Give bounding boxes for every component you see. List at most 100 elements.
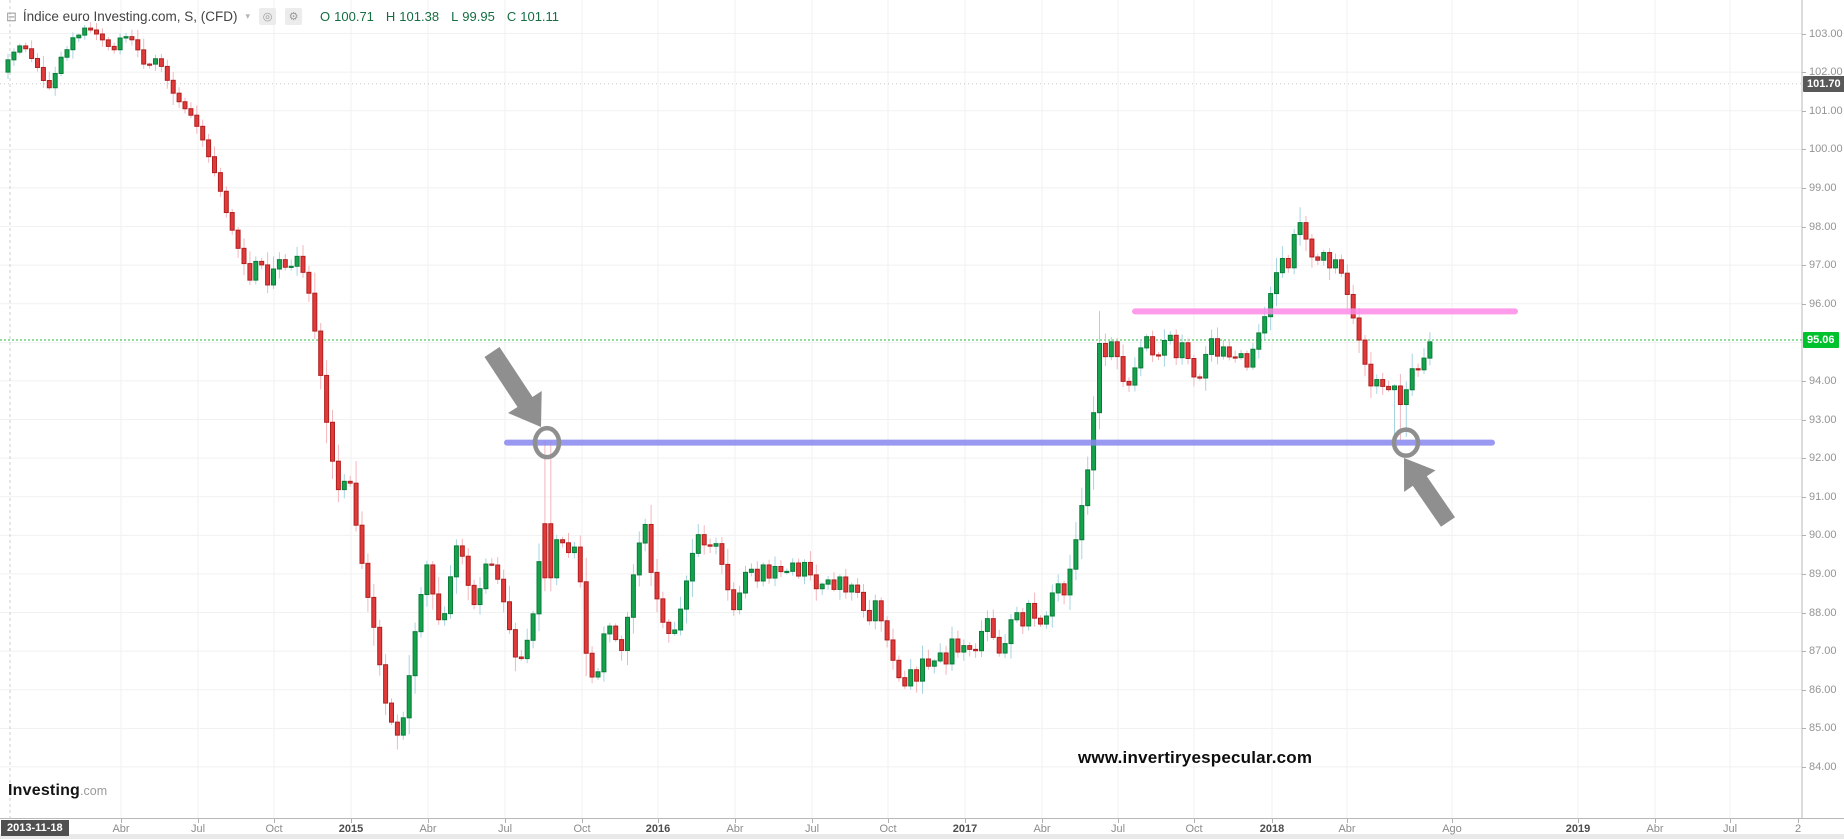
price-tick-label: 93.00: [1809, 413, 1837, 426]
candle-body: [1386, 385, 1392, 391]
candle-body: [318, 330, 324, 376]
candle-body: [489, 563, 495, 566]
close-label: C: [506, 9, 517, 24]
candle-body: [1262, 316, 1268, 334]
time-tick-label: Abr: [112, 823, 130, 835]
candle-body: [524, 639, 530, 660]
candle-body: [1427, 341, 1433, 359]
candle-body: [117, 37, 123, 51]
candle-body: [1238, 353, 1244, 359]
candle-body: [1043, 615, 1049, 625]
site-watermark: www.invertiryespecular.com: [1078, 748, 1313, 767]
candle-body: [920, 658, 925, 682]
candle-body: [861, 591, 866, 611]
candle-body: [105, 39, 111, 47]
candle-body: [1049, 592, 1055, 617]
price-tick-mark: [1802, 419, 1806, 421]
candle-body: [229, 212, 235, 231]
candle-body: [961, 645, 967, 653]
candle-body: [501, 578, 507, 603]
time-tick-label: Ago: [1442, 823, 1462, 835]
candle-body: [1161, 339, 1167, 356]
candle-body: [23, 45, 29, 50]
candle-body: [1002, 643, 1008, 654]
candle-body: [725, 563, 731, 591]
candle-body: [973, 648, 979, 652]
candle-body: [630, 574, 636, 618]
candle-body: [884, 620, 890, 641]
candle-body: [235, 229, 241, 249]
candle-body: [1279, 257, 1285, 274]
candle-body: [737, 592, 743, 611]
price-tick-label: 96.00: [1809, 297, 1837, 310]
candle-body: [636, 542, 642, 576]
candle-body: [52, 72, 58, 89]
candle-body: [353, 482, 359, 526]
candle-body: [383, 664, 389, 704]
candle-body: [158, 58, 164, 67]
candle-body: [300, 255, 306, 273]
candle-body: [1032, 602, 1038, 619]
candle-body: [11, 51, 17, 61]
candle-body: [111, 45, 117, 51]
candle-body: [784, 570, 790, 574]
investing-logo-text: Investing: [8, 782, 81, 799]
candle-body: [123, 36, 129, 39]
candle-body: [560, 539, 566, 544]
candle-body: [400, 717, 406, 736]
candle-body: [825, 579, 831, 585]
candle-body: [507, 601, 512, 631]
candle-body: [925, 658, 931, 667]
candle-body: [866, 609, 872, 622]
price-tick-mark: [1802, 766, 1806, 768]
candle-body: [1333, 259, 1338, 269]
price-tick-mark: [1802, 689, 1806, 691]
time-tick-label: Jul: [804, 823, 820, 835]
candle-body: [206, 139, 212, 158]
close-value: 101.11: [520, 9, 560, 24]
price-tick-label: 89.00: [1809, 567, 1837, 580]
candle-body: [1185, 342, 1191, 360]
price-tick-label: 94.00: [1809, 374, 1837, 387]
candle-body: [713, 543, 719, 547]
time-tick-mark: [351, 819, 352, 823]
candle-body: [984, 618, 990, 632]
candle-body: [1061, 583, 1067, 596]
candle-body: [46, 79, 52, 89]
symbol-title[interactable]: Índice euro Investing.com, S, (CFD): [22, 9, 238, 24]
candle-body: [619, 639, 625, 651]
candle-body: [359, 524, 365, 564]
arrow-up-left: [1404, 458, 1455, 527]
time-tick-mark: [274, 819, 275, 823]
candle-body: [766, 564, 772, 579]
candle-body: [141, 49, 147, 65]
candle-body: [35, 57, 40, 68]
candle-body: [1297, 222, 1303, 236]
candle-body: [790, 562, 796, 572]
candle-body: [1073, 539, 1079, 570]
chevron-down-icon[interactable]: ▾: [245, 11, 251, 21]
candle-body: [837, 576, 843, 590]
candle-body: [979, 630, 984, 652]
candle-body: [772, 565, 778, 579]
candle-body: [324, 374, 330, 423]
candle-body: [312, 292, 318, 332]
time-tick-label: Jul: [1722, 823, 1738, 835]
price-axis[interactable]: 103.00 102.00 101.00 100.00 99.00 98.00 97.00 9…: [1802, 0, 1844, 818]
candle-body: [1026, 602, 1032, 627]
candle-body: [571, 546, 577, 554]
candle-body: [459, 545, 465, 557]
collapse-icon[interactable]: ⊟: [6, 9, 17, 24]
gear-icon[interactable]: ⚙: [285, 8, 303, 25]
price-tick-mark: [1802, 496, 1806, 498]
time-axis[interactable]: 2013-11-18 Abr Jul Oct 2015 Abr Jul Oct 2016 Abr…: [0, 818, 1844, 839]
candle-body: [147, 63, 153, 66]
price-tick-label: 87.00: [1809, 645, 1837, 658]
candle-body: [294, 255, 300, 267]
bottom-scroll-strip[interactable]: [0, 834, 1844, 839]
eye-icon[interactable]: ◎: [259, 8, 277, 25]
time-tick-mark: [198, 819, 199, 823]
candle-body: [660, 598, 666, 623]
price-tick-mark: [1802, 612, 1806, 614]
